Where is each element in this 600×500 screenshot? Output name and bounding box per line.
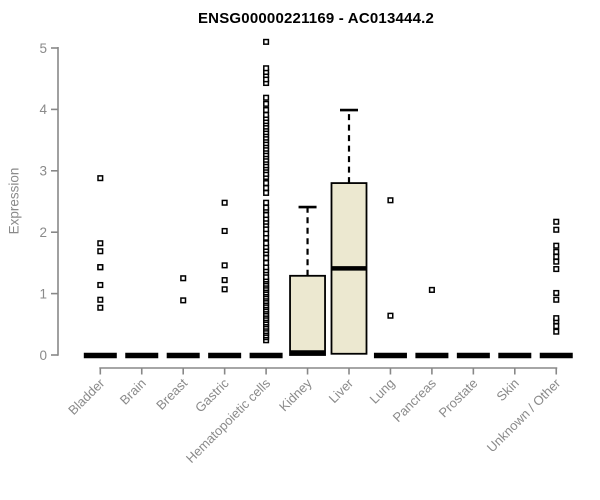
- y-tick-label: 4: [39, 102, 47, 117]
- outlier-point: [553, 296, 560, 303]
- outlier-point: [263, 211, 270, 219]
- outlier-point: [221, 227, 228, 235]
- x-tick-label: Bladder: [65, 375, 108, 418]
- outlier-point: [263, 199, 270, 206]
- collapsed-box-Unknown / Other: [539, 352, 573, 359]
- outlier-point: [263, 111, 270, 118]
- outlier-point: [553, 253, 560, 260]
- outlier-point: [221, 286, 228, 293]
- outlier-point: [97, 281, 104, 289]
- x-tick-label: Kidney: [276, 375, 315, 414]
- x-tick-label: Liver: [326, 375, 357, 406]
- outlier-point: [263, 259, 270, 266]
- collapsed-box-Gastric: [208, 352, 242, 359]
- y-tick-label: 3: [39, 164, 47, 179]
- outlier-point: [263, 106, 270, 114]
- outlier-point: [263, 38, 270, 45]
- outlier-point: [97, 296, 104, 303]
- x-tick-label: Pancreas: [390, 375, 440, 425]
- outlier-point: [221, 277, 228, 284]
- collapsed-box-Breast: [166, 352, 200, 359]
- outlier-point: [553, 242, 560, 249]
- collapsed-box-Bladder: [83, 352, 117, 359]
- outlier-point: [97, 264, 104, 271]
- y-tick-label: 0: [39, 348, 47, 363]
- outlier-point: [97, 304, 104, 311]
- collapsed-box-Brain: [125, 352, 159, 359]
- outlier-point: [553, 248, 560, 255]
- chart-title: ENSG00000221169 - AC013444.2: [197, 10, 435, 27]
- x-tick-label: Gastric: [192, 375, 232, 415]
- outlier-point: [553, 226, 560, 233]
- outlier-point: [263, 180, 270, 187]
- outlier-point: [97, 248, 104, 255]
- outlier-point: [97, 240, 104, 247]
- outlier-point: [97, 175, 104, 182]
- collapsed-box-Pancreas: [415, 352, 449, 359]
- outlier-point: [263, 65, 270, 72]
- x-tick-label: Unknown / Other: [484, 375, 564, 455]
- outlier-point: [263, 100, 270, 107]
- collapsed-box-Lung: [373, 352, 407, 359]
- outlier-point: [553, 323, 560, 330]
- y-tick-label: 1: [39, 286, 47, 301]
- outlier-point: [263, 184, 270, 192]
- outlier-point: [263, 240, 270, 247]
- x-tick-label: Breast: [153, 375, 190, 412]
- y-tick-label: 2: [39, 225, 47, 240]
- outlier-point: [180, 275, 187, 282]
- collapsed-box-Skin: [498, 352, 532, 359]
- collapsed-box-Hematopoietic cells: [249, 352, 283, 359]
- outlier-point: [263, 189, 270, 196]
- outlier-point: [263, 204, 270, 211]
- outlier-point: [221, 199, 228, 206]
- box-Kidney: [289, 274, 326, 356]
- outlier-point: [553, 315, 560, 322]
- y-tick-label: 5: [39, 41, 47, 56]
- outlier-point: [387, 197, 394, 204]
- outlier-point: [553, 258, 560, 265]
- outlier-point: [263, 254, 270, 262]
- outlier-point: [553, 265, 560, 273]
- outlier-point: [180, 297, 187, 304]
- x-tick-label: Brain: [117, 376, 149, 408]
- outlier-point: [221, 262, 228, 269]
- outlier-point: [553, 289, 560, 297]
- outlier-point: [387, 312, 394, 319]
- outlier-point: [553, 328, 560, 335]
- x-tick-label: Prostate: [436, 376, 481, 421]
- x-tick-label: Lung: [367, 376, 398, 407]
- outlier-point: [263, 94, 270, 101]
- collapsed-box-Prostate: [456, 352, 490, 359]
- x-tick-label: Skin: [493, 376, 521, 404]
- outlier-point: [428, 286, 435, 293]
- outlier-point: [553, 218, 560, 225]
